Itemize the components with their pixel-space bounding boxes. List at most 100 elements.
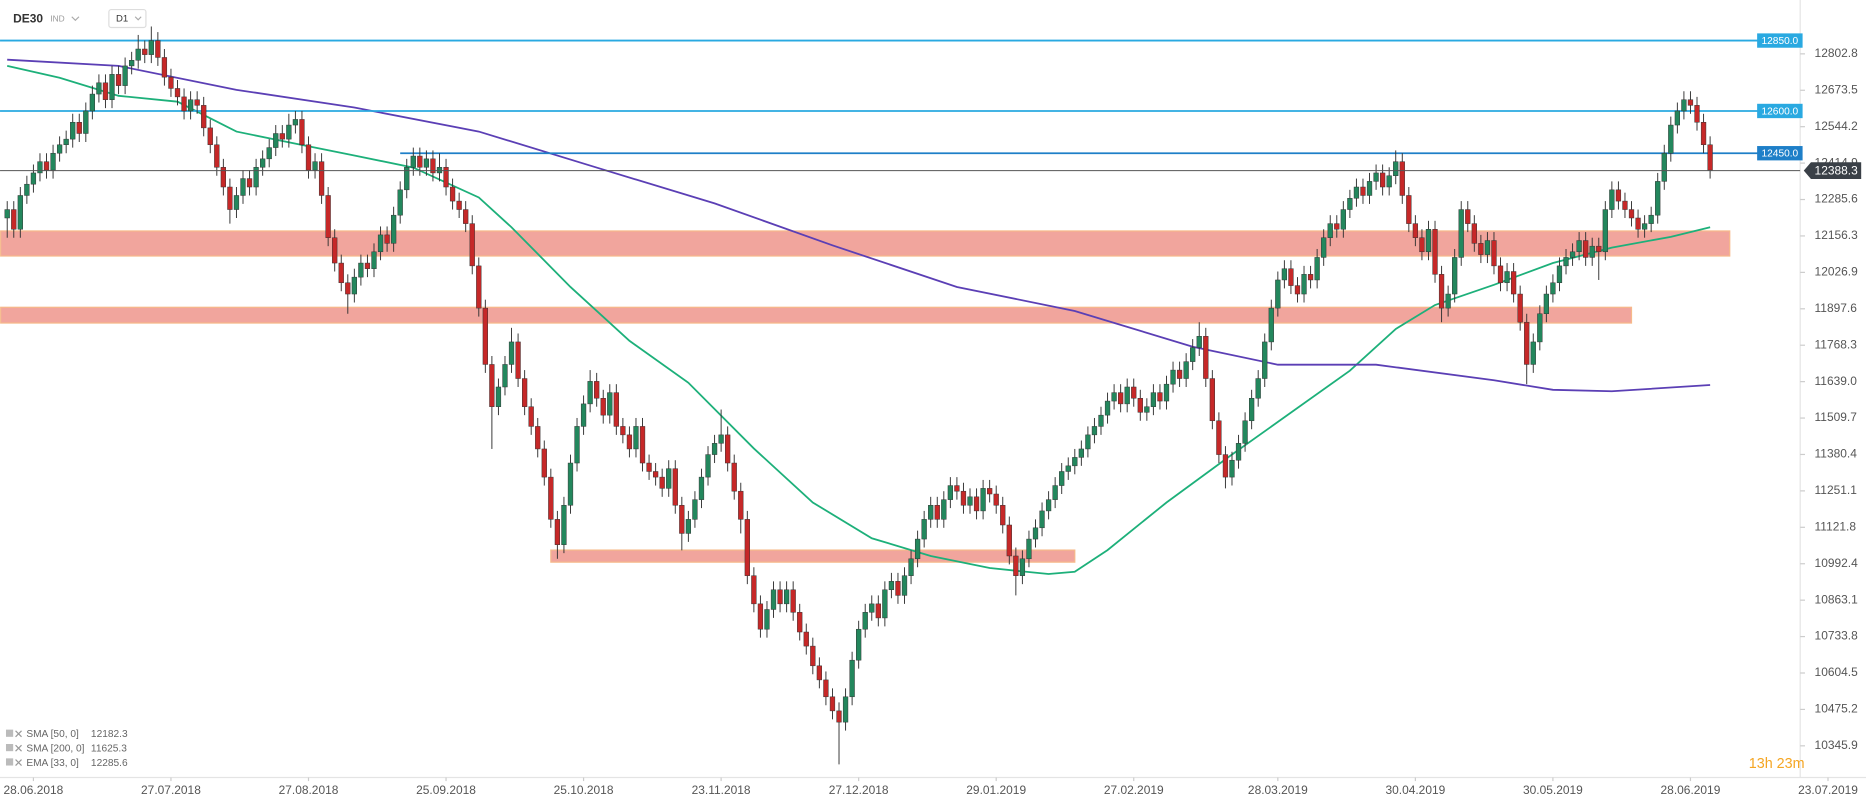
candle-body — [436, 167, 443, 174]
y-tick-label: 12156.3 — [1815, 228, 1859, 242]
candle-body — [1039, 510, 1045, 529]
candle-body — [1406, 195, 1412, 224]
candle-body — [1314, 257, 1320, 281]
candle-body — [633, 426, 639, 450]
candle-body — [875, 603, 881, 619]
candle-body — [449, 186, 456, 202]
candle-body — [1026, 538, 1032, 560]
x-tick-label: 27.12.2018 — [829, 783, 889, 797]
y-tick-label: 12802.8 — [1815, 46, 1859, 60]
candle-body — [1059, 471, 1065, 486]
candle-body — [142, 48, 148, 55]
candle-body — [842, 696, 849, 723]
candle-body — [1628, 209, 1635, 219]
candle-body — [738, 490, 744, 520]
candle-body — [253, 167, 259, 188]
candle-body — [24, 183, 30, 196]
y-tick-label: 10345.9 — [1815, 738, 1859, 752]
candle-body — [1432, 229, 1438, 275]
candle-body — [351, 276, 357, 295]
candle-body — [1694, 105, 1700, 123]
candle-body — [770, 589, 777, 610]
candle-body — [666, 468, 672, 489]
candle-body — [318, 161, 325, 196]
y-tick-label: 10733.8 — [1815, 629, 1859, 643]
candle-body — [1137, 398, 1143, 413]
candle-body — [535, 426, 541, 450]
candle-body — [1013, 555, 1019, 576]
candle-body — [685, 519, 692, 534]
indicator-remove-icon[interactable] — [15, 759, 22, 766]
candle-body — [358, 262, 364, 278]
candle-body — [646, 462, 652, 472]
candle-body — [102, 82, 109, 100]
candle-body — [1517, 293, 1523, 323]
candle-body — [1478, 243, 1484, 255]
candle-body — [292, 119, 299, 126]
candle-body — [954, 485, 960, 492]
candle-body — [1687, 99, 1694, 106]
interval-caret[interactable] — [134, 16, 142, 21]
support-resistance-zone — [0, 230, 1731, 257]
candle-body — [83, 110, 89, 134]
y-tick-label: 11121.8 — [1815, 519, 1857, 533]
candle-body — [862, 612, 868, 630]
candle-body — [1589, 245, 1595, 258]
candle-body — [941, 499, 947, 520]
indicator-remove-icon[interactable] — [15, 744, 22, 752]
symbol[interactable]: DE30 — [13, 11, 43, 25]
interval[interactable]: D1 — [116, 14, 128, 25]
candle-body — [928, 505, 934, 520]
candle-body — [1681, 99, 1687, 112]
candle-body — [220, 167, 226, 188]
candle-body — [1419, 237, 1425, 253]
candle-body — [4, 209, 10, 219]
candle-body — [973, 496, 980, 512]
candle-body — [1052, 485, 1058, 500]
x-tick-label: 28.06.2019 — [1661, 783, 1721, 797]
indicator-value: 11625.3 — [91, 743, 127, 754]
candle-body — [548, 476, 554, 520]
y-tick-label: 11251.1 — [1815, 483, 1858, 497]
candle-body — [30, 172, 37, 185]
candle-body — [1615, 189, 1622, 202]
candle-body — [1229, 459, 1235, 478]
candle-body — [1373, 172, 1379, 182]
candle-body — [508, 341, 515, 365]
candle-body — [279, 133, 285, 140]
candle-body — [1203, 336, 1209, 379]
candle-body — [56, 144, 63, 154]
symbol-dropdown-caret[interactable] — [71, 16, 80, 22]
candle-body — [1596, 245, 1602, 253]
candle-body — [1262, 341, 1268, 379]
interval-selector[interactable] — [108, 8, 147, 29]
candle-body — [594, 381, 600, 399]
candle-body — [1353, 186, 1360, 199]
candle-body — [1196, 336, 1202, 348]
candle-body — [1563, 257, 1569, 267]
candle-body — [574, 426, 580, 464]
candle-body — [580, 403, 587, 427]
candle-body — [1190, 347, 1196, 362]
candle-body — [921, 519, 927, 540]
candle-body — [338, 262, 344, 284]
candle-body — [639, 426, 646, 464]
plot-area — [0, 26, 1801, 765]
y-tick-label: 12285.6 — [1815, 192, 1859, 206]
candle-body — [1537, 313, 1543, 343]
candle-body — [980, 488, 986, 512]
candle-body — [423, 158, 430, 168]
candle-body — [541, 448, 547, 478]
candle-body — [1255, 378, 1261, 399]
indicator-remove-icon[interactable] — [15, 730, 22, 738]
candle-body — [1301, 274, 1307, 295]
candle-body — [456, 200, 462, 210]
x-tick-label: 30.05.2019 — [1523, 783, 1583, 797]
candle-body — [620, 426, 626, 436]
candle-body — [1209, 378, 1215, 422]
candle-body — [718, 434, 724, 444]
candle-body — [901, 575, 908, 596]
candle-body — [849, 659, 855, 698]
candle-body — [1412, 223, 1419, 238]
candle-body — [214, 144, 220, 168]
